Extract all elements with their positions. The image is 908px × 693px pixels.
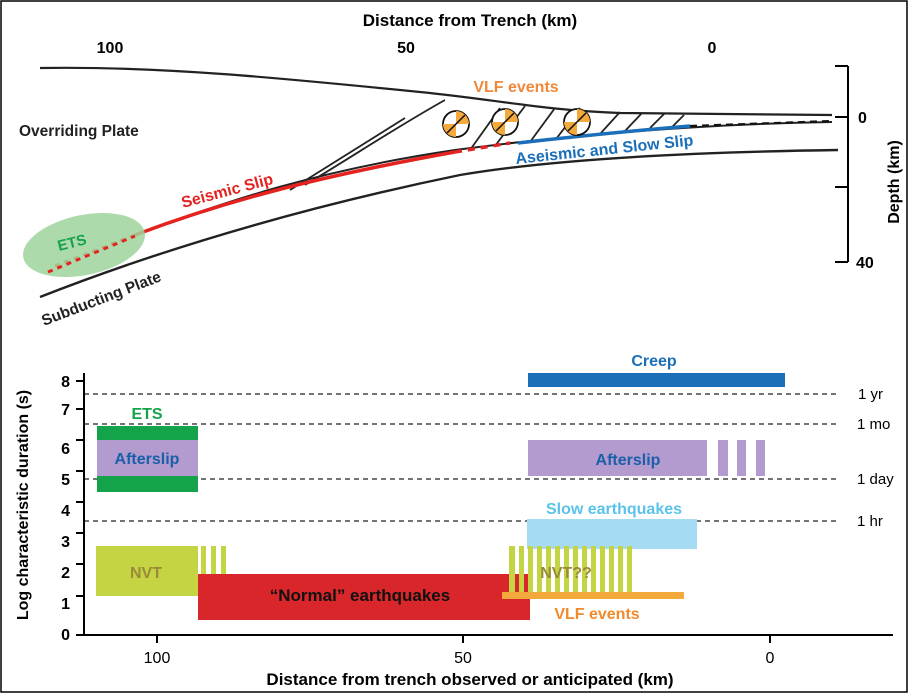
y-tick-8: 8: [61, 374, 70, 391]
top-x-axis-title: Distance from Trench (km): [363, 11, 577, 30]
vlf-events-label-top: VLF events: [473, 79, 558, 96]
beachball-2: [491, 108, 519, 136]
splay-fault-1: [304, 99, 446, 186]
depth-axis: [835, 65, 849, 263]
ets-region: [23, 212, 145, 278]
y-tick-1: 1: [61, 596, 70, 613]
x-tick-0: 0: [766, 650, 775, 667]
creep-label: Creep: [631, 353, 677, 370]
creep-bar: [528, 373, 785, 387]
aseismic-slow-slip-label: Aseismic and Slow Slip: [515, 132, 695, 168]
splay-fault-2: [289, 117, 406, 191]
ref-label-1mo: 1 mo: [857, 416, 890, 433]
overriding-plate-surface: [39, 66, 833, 117]
bottom-x-axis-title: Distance from trench observed or anticip…: [266, 670, 673, 689]
y-tick-7: 7: [61, 402, 70, 419]
subducting-plate-label: Subducting Plate: [39, 268, 164, 329]
nvt-q-bars: [509, 546, 632, 594]
nvt-bar: [96, 546, 198, 596]
nvt-ticks: [201, 546, 226, 596]
seismic-slip-dashed: [454, 141, 511, 154]
afterslip-left-label: Afterslip: [115, 451, 180, 468]
subducting-plate-base: [39, 148, 839, 299]
nvt-q-label: NVT??: [540, 565, 592, 582]
seismic-slip-line: [134, 150, 456, 237]
vlf-events-label-bottom: VLF events: [554, 606, 639, 623]
y-tick-3: 3: [61, 534, 70, 551]
ref-label-1day: 1 day: [857, 471, 894, 488]
afterslip-tick-1: [718, 440, 728, 476]
afterslip-tick-2: [737, 440, 746, 476]
top-x-tick-0: 0: [708, 40, 717, 57]
ref-label-1yr: 1 yr: [858, 386, 883, 403]
depth-axis-title: Depth (km): [886, 140, 903, 224]
y-tick-0: 0: [61, 627, 70, 644]
y-tick-2: 2: [61, 565, 70, 582]
duration-panel: 1 yr 1 mo 1 day 1 hr Creep ETS Afterslip…: [15, 353, 894, 689]
ets-label-bottom: ETS: [131, 406, 162, 423]
y-tick-6: 6: [61, 441, 70, 458]
nvt-label: NVT: [130, 565, 162, 582]
ref-label-1hr: 1 hr: [857, 513, 883, 530]
slow-earthquakes-label: Slow earthquakes: [546, 501, 682, 518]
aseismic-slip-line: [517, 124, 691, 145]
afterslip-tick-3: [756, 440, 765, 476]
afterslip-right-bar: [528, 440, 707, 476]
slow-earthquakes-bar: [527, 519, 697, 549]
vlf-bar: [502, 592, 684, 599]
afterslip-left-bar: [97, 440, 198, 476]
overriding-plate-label: Overriding Plate: [19, 123, 139, 140]
depth-tick-0: 0: [858, 110, 867, 127]
normal-earthquakes-label: “Normal” earthquakes: [270, 586, 450, 605]
depth-tick-40: 40: [856, 255, 874, 272]
afterslip-right-label: Afterslip: [596, 452, 661, 469]
duration-axes: [76, 373, 893, 643]
x-tick-50: 50: [454, 650, 472, 667]
bottom-y-axis-title: Log characteristic duration (s): [15, 390, 32, 620]
cross-section-panel: Distance from Trench (km) 100 50 0 0 40 …: [19, 11, 903, 330]
normal-earthquakes-bar: [198, 574, 530, 620]
top-x-tick-100: 100: [97, 40, 124, 57]
beachball-3: [563, 108, 591, 136]
y-tick-5: 5: [61, 472, 70, 489]
beachball-1: [442, 110, 470, 138]
ets-label-top: ETS: [56, 231, 88, 255]
y-tick-4: 4: [61, 503, 70, 520]
top-x-tick-50: 50: [397, 40, 415, 57]
x-tick-100: 100: [144, 650, 171, 667]
